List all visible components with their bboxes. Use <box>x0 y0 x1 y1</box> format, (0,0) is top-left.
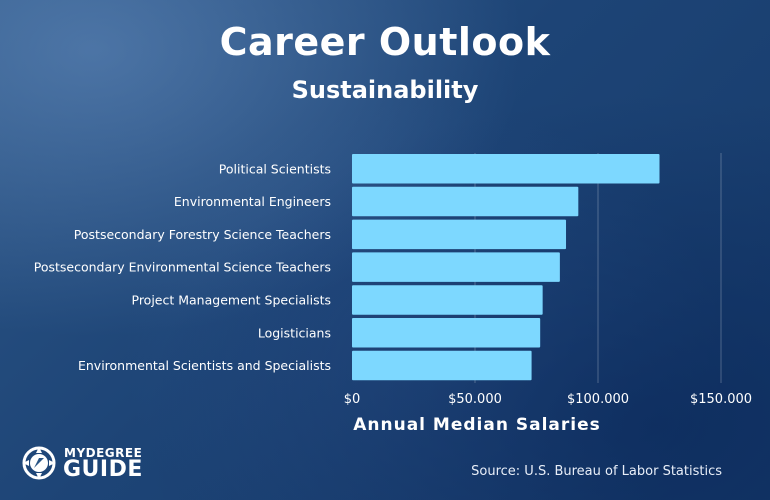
bar <box>352 350 532 381</box>
bar <box>352 285 543 315</box>
compass-logo-icon <box>22 446 56 480</box>
category-label: Logisticians <box>258 325 331 340</box>
chart-title: Career Outlook <box>219 20 551 64</box>
x-tick-label: $0 <box>344 392 361 407</box>
mydegreeguide-logo: MYDEGREE GUIDE <box>20 444 180 484</box>
category-label: Postsecondary Forestry Science Teachers <box>74 227 331 242</box>
logo-text-top: MYDEGREE <box>64 446 143 460</box>
bar <box>352 219 567 250</box>
chart-subtitle: Sustainability <box>291 76 479 104</box>
x-tick-labels: $0 $50.000 $100.000 $150.000 <box>344 392 752 407</box>
category-label: Environmental Scientists and Specialists <box>78 358 331 373</box>
category-label: Environmental Engineers <box>174 194 331 209</box>
x-tick-label: $150.000 <box>690 392 752 407</box>
x-axis-label: Annual Median Salaries <box>353 415 601 435</box>
category-labels: Political Scientists Environmental Engine… <box>34 161 331 373</box>
bar <box>352 318 541 348</box>
bar <box>352 186 579 217</box>
x-tick-label: $100.000 <box>567 392 629 407</box>
x-tick-label: $50.000 <box>448 392 502 407</box>
logo-text-bottom: GUIDE <box>63 457 143 482</box>
category-label: Political Scientists <box>219 161 331 176</box>
bar <box>352 252 560 282</box>
source-note: Source: U.S. Bureau of Labor Statistics <box>471 464 722 479</box>
bar <box>352 154 660 184</box>
bars <box>352 154 660 381</box>
category-label: Postsecondary Environmental Science Teac… <box>34 260 331 275</box>
category-label: Project Management Specialists <box>132 292 332 307</box>
